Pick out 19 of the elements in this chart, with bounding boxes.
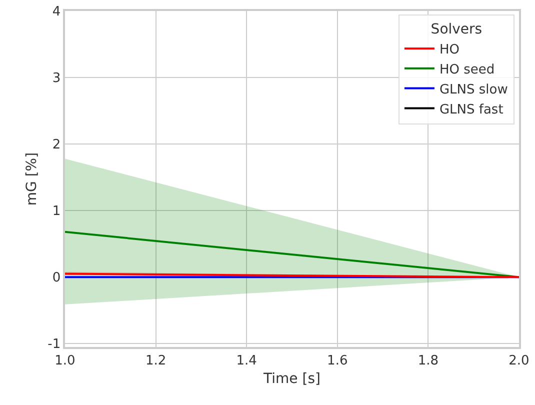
y-tick-label: 3	[52, 71, 61, 86]
x-tick-label: 2.0	[508, 353, 530, 368]
legend-label: GLNS slow	[439, 82, 508, 98]
legend-label: HO	[439, 42, 460, 58]
x-tick-label: 1.4	[236, 353, 257, 368]
y-tick-label: -1	[48, 337, 61, 352]
legend-label: HO seed	[439, 62, 495, 78]
y-tick-label: 4	[52, 4, 61, 20]
x-tick-label: 1.0	[54, 353, 76, 368]
y-axis-title: mG [%]	[24, 152, 40, 206]
x-tick-label: 1.8	[418, 353, 439, 368]
x-axis-title: Time [s]	[262, 371, 320, 388]
legend-title: Solvers	[430, 22, 482, 38]
y-tick-label: 1	[52, 204, 61, 220]
x-tick-label: 1.6	[327, 353, 348, 368]
y-tick-label: 0	[52, 270, 61, 286]
x-tick-label: 1.2	[145, 353, 166, 368]
y-tick-label: 2	[52, 138, 61, 153]
legend-label: GLNS fast	[439, 102, 504, 118]
